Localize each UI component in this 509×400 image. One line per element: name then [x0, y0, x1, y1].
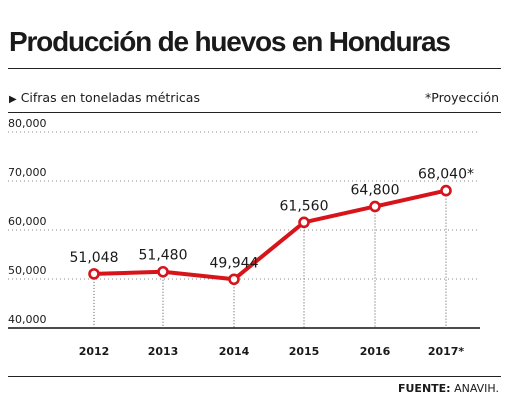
projection-note: *Proyección: [425, 90, 499, 105]
y-tick-label: 70,000: [8, 166, 47, 179]
x-tick-label: 2017*: [428, 345, 465, 358]
x-tick-label: 2013: [148, 345, 179, 358]
data-point: [369, 200, 381, 213]
data-label: 51,480: [139, 248, 188, 264]
data-point: [228, 273, 240, 286]
data-label: 51,048: [70, 250, 119, 266]
data-point: [298, 216, 310, 229]
data-point: [88, 268, 100, 280]
chart-title: Producción de huevos en Honduras: [9, 26, 451, 57]
source-value: ANAVIH.: [454, 382, 499, 395]
data-label: 49,944: [210, 255, 259, 271]
data-label: 68,040*: [418, 167, 474, 183]
source-credit: FUENTE: ANAVIH.: [398, 382, 499, 395]
data-label: 61,560: [280, 198, 329, 214]
y-tick-label: 50,000: [8, 264, 47, 277]
data-point: [157, 265, 169, 278]
x-tick-label: 2014: [219, 345, 250, 358]
x-tick-label: 2012: [79, 345, 110, 358]
chart-subtitle: ▶ Cifras en toneladas métricas: [9, 90, 200, 105]
y-tick-label: 80,000: [8, 117, 47, 130]
title-rule: [8, 68, 501, 69]
footer-rule: [8, 376, 501, 377]
data-point: [440, 184, 452, 197]
subtitle-rule: [8, 112, 501, 113]
x-tick-label: 2016: [360, 345, 391, 358]
y-tick-label: 60,000: [8, 215, 47, 228]
data-label: 64,800: [351, 182, 400, 198]
source-label: FUENTE:: [397, 382, 451, 395]
triangle-bullet-icon: ▶: [9, 94, 17, 105]
x-tick-label: 2015: [289, 345, 320, 358]
series-line: [92, 188, 448, 282]
y-tick-label: 40,000: [8, 313, 47, 326]
subtitle-text: Cifras en toneladas métricas: [20, 90, 200, 105]
